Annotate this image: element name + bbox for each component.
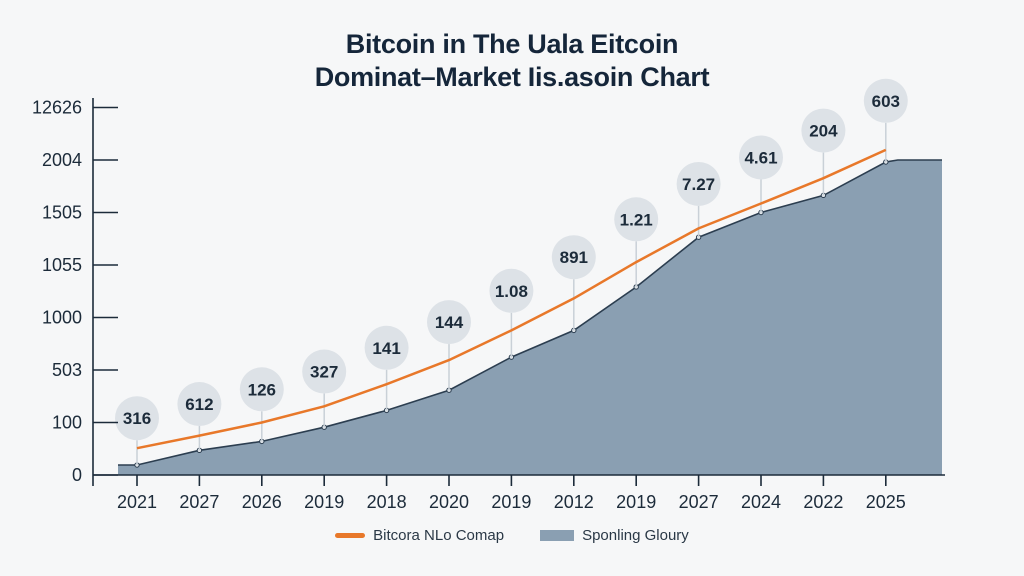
area-series-outline — [118, 159, 942, 466]
y-tick-label: 100 — [52, 413, 82, 433]
legend-item-line: Bitcora NLo Comap — [335, 527, 504, 544]
x-tick-label: 2025 — [866, 492, 906, 512]
y-tick-label: 0 — [72, 465, 82, 485]
y-tick-label: 2004 — [42, 150, 82, 170]
y-tick-label: 1505 — [42, 203, 82, 223]
data-label-bubble — [863, 78, 908, 123]
x-tick-label: 2027 — [179, 492, 219, 512]
legend: Bitcora NLo Comap Sponling Gloury — [0, 527, 1024, 544]
legend-item-area: Sponling Gloury — [540, 527, 689, 544]
data-label: 144 — [435, 313, 464, 332]
data-label: 327 — [310, 363, 338, 382]
data-label: 4.61 — [744, 148, 777, 167]
y-tick-label: 12626 — [32, 98, 82, 118]
data-label-bubble — [739, 135, 783, 180]
data-label: 316 — [123, 409, 151, 428]
data-label: 1.08 — [495, 282, 528, 301]
data-label: 141 — [372, 339, 400, 358]
area-series-fill — [118, 160, 942, 475]
x-tick-label: 2020 — [429, 492, 469, 512]
x-tick-label: 2021 — [117, 492, 157, 512]
data-label-bubble — [614, 197, 659, 242]
data-label-bubble — [551, 235, 596, 280]
data-label: 126 — [248, 380, 276, 399]
chart-title-line-2: Dominat–Market Iis.asoin Chart — [314, 62, 710, 92]
data-label-bubble — [489, 268, 534, 313]
data-label: 1.21 — [620, 210, 653, 229]
x-tick-label: 2018 — [367, 492, 407, 512]
data-label: 603 — [872, 92, 900, 111]
x-tick-label: 2027 — [679, 492, 719, 512]
x-tick-label: 2012 — [554, 492, 594, 512]
y-tick-label: 1000 — [42, 308, 82, 328]
data-label-bubble — [302, 349, 347, 394]
data-label-bubble — [676, 161, 721, 206]
data-label: 891 — [560, 248, 588, 267]
x-tick-label: 2019 — [304, 492, 344, 512]
legend-label-line: Bitcora NLo Comap — [373, 527, 505, 544]
y-tick-label: 1055 — [42, 255, 82, 275]
data-label: 612 — [185, 395, 213, 414]
data-label: 7.27 — [682, 175, 715, 194]
data-label-bubble — [115, 396, 159, 441]
x-tick-label: 2019 — [616, 492, 656, 512]
x-tick-label: 2026 — [242, 492, 282, 512]
line-series — [136, 148, 887, 450]
data-label-bubble — [177, 382, 222, 427]
data-label-bubble — [239, 367, 284, 412]
legend-swatch-line — [335, 533, 366, 538]
x-tick-label: 2024 — [741, 492, 781, 512]
x-tick-label: 2022 — [803, 492, 843, 512]
data-label: 204 — [809, 122, 838, 141]
legend-label-area: Sponling Gloury — [582, 527, 689, 544]
data-label-bubble — [427, 300, 471, 345]
chart-title-line-1: Bitcoin in The Uala Eitcoin — [345, 29, 679, 59]
y-tick-label: 503 — [52, 360, 82, 380]
data-label-bubble — [801, 108, 846, 153]
data-label-bubble — [364, 325, 409, 370]
x-tick-label: 2019 — [491, 492, 531, 512]
chart-title: Bitcoin in The Uala Eitcoin Dominat–Mark… — [0, 28, 1024, 94]
legend-swatch-area — [540, 530, 575, 541]
